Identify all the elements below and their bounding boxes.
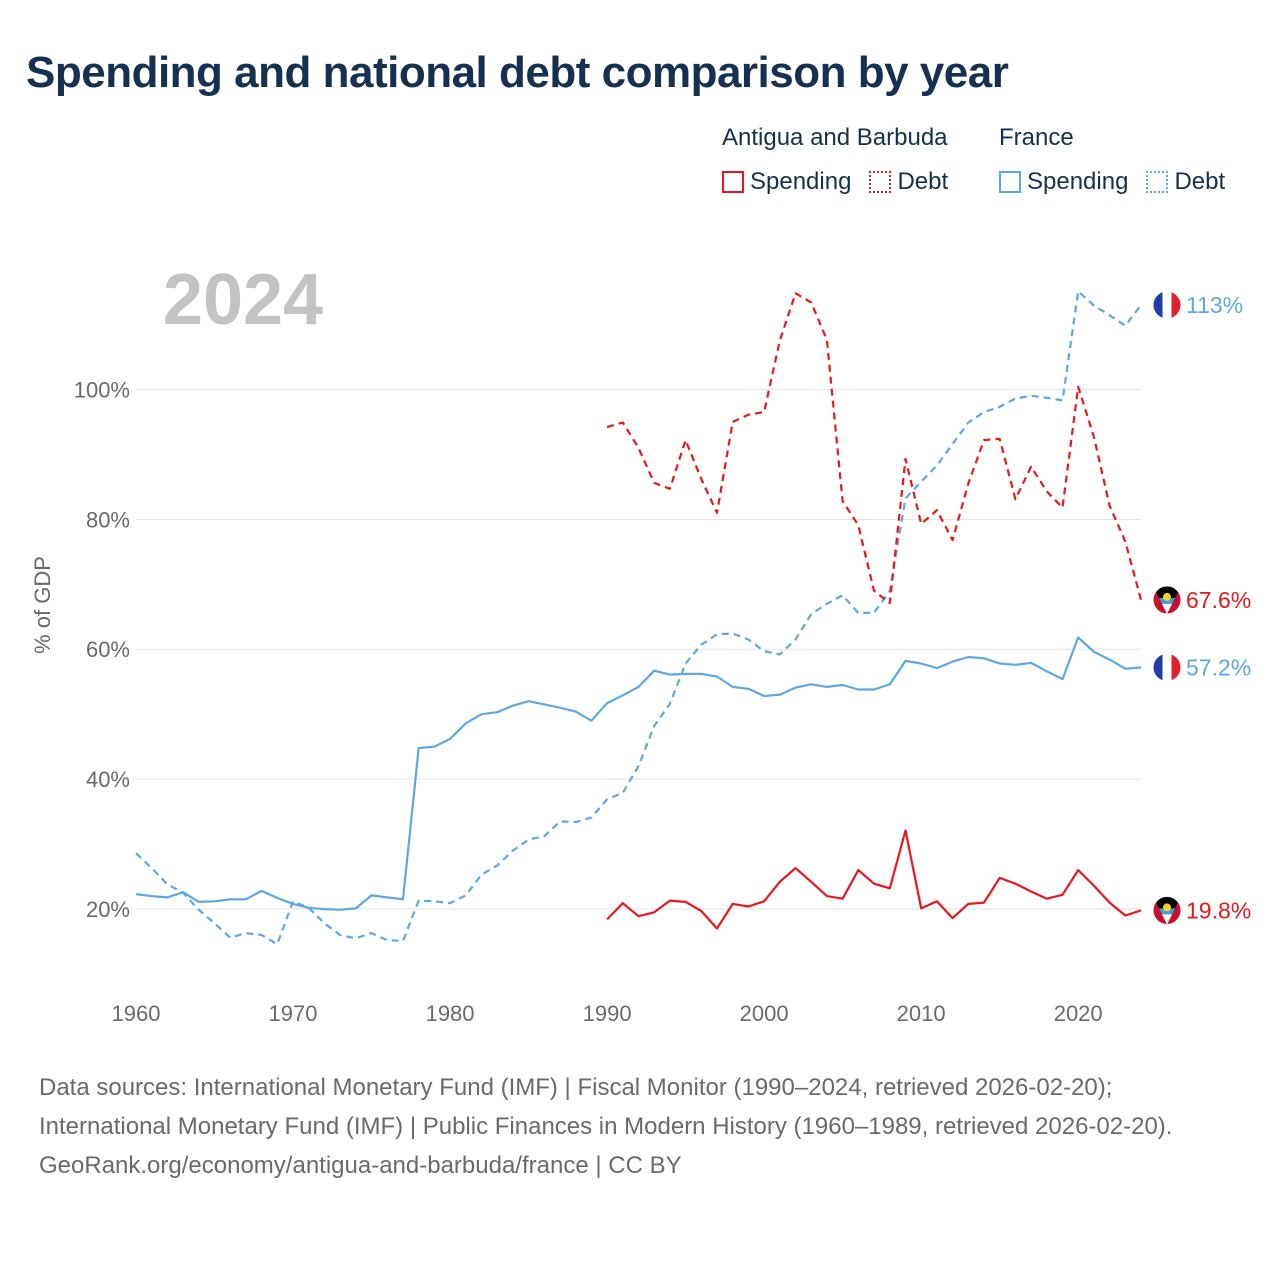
x-tick-label: 2000 (740, 1001, 789, 1026)
flag-stripe (1171, 291, 1181, 319)
y-axis-label: % of GDP (30, 556, 55, 654)
flag-ring (1152, 585, 1182, 615)
series-line-antigua-and-barbuda-spending (606, 829, 1142, 930)
y-tick-label: 100% (74, 377, 130, 402)
legend-item-france-spending[interactable]: Spending (999, 168, 1128, 196)
end-value-label: 67.6% (1186, 587, 1251, 613)
antigua-flag-icon (1152, 895, 1182, 925)
flag-stripe (1153, 291, 1163, 319)
series-line-france-debt (135, 290, 1142, 946)
legend-country-france: France (999, 124, 1074, 151)
legend-group-france: France Spending Debt (999, 124, 1225, 196)
legend-group-antigua: Antigua and Barbuda Spending Debt (722, 124, 948, 196)
flag-ring (1152, 895, 1182, 925)
flag-stripe (1162, 291, 1172, 319)
legend-swatch-dotted (869, 171, 892, 193)
x-tick-label: 1990 (583, 1001, 632, 1026)
footer: Data sources: International Monetary Fun… (39, 1068, 1239, 1185)
flag-ring (1152, 652, 1182, 682)
legend-label: Debt (1174, 168, 1226, 195)
flag-ring (1152, 290, 1182, 320)
y-tick-label: 60% (86, 637, 130, 662)
flag-body (1153, 896, 1181, 925)
credit-link[interactable]: GeoRank.org/economy/antigua-and-barbuda/… (39, 1152, 682, 1179)
chart-title: Spending and national debt comparison by… (26, 48, 1009, 97)
x-tick-label: 1980 (426, 1001, 475, 1026)
legend-country-antigua: Antigua and Barbuda (722, 124, 948, 151)
legend-label: Spending (750, 168, 852, 195)
legend-label: Spending (1027, 168, 1129, 195)
flag-body (1153, 585, 1181, 614)
chart-area: 2024 % of GDP 20% 40% 60% 80% 100% 1960 1970 1… (30, 260, 1251, 1026)
flag-stripe (1153, 653, 1163, 682)
legend-swatch-solid (999, 171, 1021, 193)
end-value-label: 19.8% (1186, 897, 1251, 923)
y-tick-label: 40% (86, 767, 130, 792)
y-tick-label: 20% (86, 897, 130, 922)
x-tick-label: 1960 (112, 1001, 161, 1026)
x-tick-label: 2020 (1054, 1001, 1103, 1026)
flag-sun (1163, 592, 1171, 601)
flag-white-band (1162, 603, 1172, 614)
year-watermark: 2024 (163, 260, 323, 340)
series-line-antigua-and-barbuda-debt (606, 292, 1143, 605)
flag-body (1153, 291, 1181, 319)
legend-item-antigua-debt[interactable]: Debt (869, 168, 948, 196)
series-line-france-spending (135, 636, 1142, 911)
end-value-label: 113% (1186, 292, 1243, 318)
data-sources-text: Data sources: International Monetary Fun… (39, 1074, 1173, 1140)
legend-item-antigua-spending[interactable]: Spending (722, 168, 851, 196)
x-tick-label: 2010 (897, 1001, 946, 1026)
flag-sun (1163, 903, 1171, 912)
france-flag-icon (1152, 290, 1182, 320)
antigua-flag-icon (1152, 585, 1182, 615)
legend-item-france-debt[interactable]: Debt (1146, 168, 1225, 196)
france-flag-icon (1152, 652, 1182, 682)
legend-label: Debt (897, 168, 949, 195)
flag-stripe (1171, 653, 1181, 682)
x-tick-label: 1970 (269, 1001, 318, 1026)
legend-swatch-solid (722, 171, 744, 193)
legend-swatch-dotted (1146, 171, 1169, 193)
flag-white-band (1162, 914, 1172, 925)
y-tick-label: 80% (86, 507, 130, 532)
end-value-label: 57.2% (1186, 654, 1251, 680)
flag-body (1153, 653, 1181, 682)
flag-stripe (1162, 653, 1172, 682)
